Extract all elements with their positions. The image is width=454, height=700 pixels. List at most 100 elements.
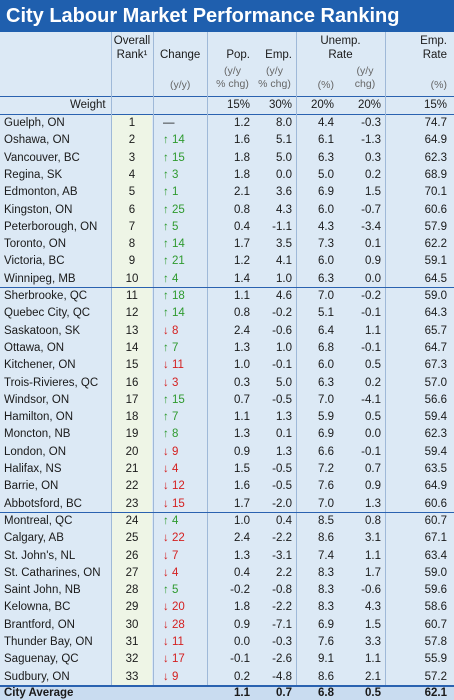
emp-rate: 59.0 (424, 290, 447, 303)
average-value: 0.7 (276, 687, 292, 699)
weight-value: 20% (310, 99, 334, 111)
emp-rate: 74.7 (424, 117, 447, 129)
emp-rate: 60.7 (424, 514, 447, 527)
emp-rate: 65.7 (424, 324, 447, 337)
emp-rate: 64.7 (424, 341, 447, 354)
change: ↓ 12 (163, 480, 185, 493)
pop: 1.8 (234, 601, 250, 614)
city: Sherbrooke, QC (4, 290, 88, 303)
emp: -0.5 (272, 393, 292, 406)
unemp-rate: 6.8 (318, 341, 334, 354)
rank: 7 (128, 220, 136, 233)
pop: 2.4 (234, 532, 250, 545)
city: Trois-Rivieres, QC (4, 376, 99, 389)
city: Oshawa, ON (4, 134, 70, 147)
unemp-rate: 8.3 (318, 601, 334, 614)
unemp-change: -1.3 (361, 134, 381, 147)
emp: -7.1 (272, 618, 292, 631)
change: ↑ 4 (163, 272, 179, 285)
header-unit: (y/y (224, 65, 241, 77)
city: Ottawa, ON (4, 341, 65, 354)
pop: -0.1 (230, 653, 250, 666)
column-divider (153, 32, 154, 685)
unemp-rate: 5.9 (318, 411, 334, 424)
weight-value: 30% (268, 99, 292, 111)
change: ↓ 4 (163, 566, 179, 579)
unemp-change: 1.1 (365, 549, 381, 562)
unemp-rate: 7.0 (318, 497, 334, 510)
rank: 31 (125, 636, 139, 649)
header-unit: (y/y (266, 65, 283, 77)
change: — (163, 117, 175, 129)
unemp-change: 0.2 (365, 168, 381, 181)
unemp-rate: 7.4 (318, 549, 334, 562)
emp-rate: 56.6 (424, 393, 447, 406)
emp-rate: 59.4 (424, 411, 447, 424)
unemp-rate: 7.2 (318, 463, 334, 476)
city: Calgary, AB (4, 532, 64, 545)
emp-rate: 59.6 (424, 584, 447, 597)
rank: 16 (125, 376, 139, 389)
weight-value: 15% (423, 99, 447, 111)
emp: 3.6 (276, 186, 292, 199)
city: St. Catharines, ON (4, 566, 101, 579)
emp: 5.1 (276, 134, 292, 147)
emp: 0.0 (276, 168, 292, 181)
unemp-rate: 6.9 (318, 186, 334, 199)
emp-rate: 70.1 (424, 186, 447, 199)
emp: -3.1 (272, 549, 292, 562)
emp-rate: 57.0 (424, 376, 447, 389)
weight-label: Weight (70, 99, 106, 111)
rank: 28 (125, 584, 139, 597)
header-unit: (y/y (356, 65, 374, 77)
unemp-rate: 4.3 (318, 220, 334, 233)
rule (0, 114, 454, 115)
unemp-change: -0.1 (361, 307, 381, 320)
unemp-change: 1.1 (365, 653, 381, 666)
pop: -0.2 (230, 584, 250, 597)
title-bar: City Labour Market Performance Ranking (0, 0, 454, 32)
rank: 6 (128, 203, 136, 216)
pop: 1.1 (234, 290, 250, 303)
header: Pop. (226, 49, 250, 61)
change: ↑ 18 (163, 290, 185, 303)
emp: 8.0 (276, 117, 292, 129)
rank: 25 (125, 532, 139, 545)
header-unit: (%) (317, 79, 334, 91)
weight-value: 15% (226, 99, 250, 111)
pop: 1.4 (234, 272, 250, 285)
header: Change (160, 49, 201, 61)
emp: -1.1 (272, 220, 292, 233)
average-value: 1.1 (234, 687, 250, 699)
city: Montreal, QC (4, 514, 73, 527)
unemp-rate: 6.9 (318, 428, 334, 441)
city: Sudbury, ON (4, 670, 70, 683)
city: Kitchener, ON (4, 359, 76, 372)
emp-rate: 59.1 (424, 255, 447, 268)
rank: 8 (128, 238, 136, 251)
pop: 0.2 (234, 670, 250, 683)
rank: 18 (125, 411, 139, 424)
city: Winnipeg, MB (4, 272, 76, 285)
city: Kingston, ON (4, 203, 73, 216)
city: Toronto, ON (4, 238, 66, 251)
emp: -0.5 (272, 463, 292, 476)
emp: -0.3 (272, 636, 292, 649)
emp: -4.8 (272, 670, 292, 683)
unemp-change: 4.3 (365, 601, 381, 614)
unemp-change: -0.3 (361, 117, 381, 129)
column-divider (296, 32, 297, 685)
group-rule (0, 511, 454, 513)
header: Rate (328, 49, 353, 61)
unemp-change: 0.8 (365, 514, 381, 527)
unemp-change: 0.2 (365, 376, 381, 389)
emp: -0.2 (272, 307, 292, 320)
emp: -2.0 (272, 497, 292, 510)
unemp-rate: 7.3 (318, 238, 334, 251)
pop: 1.2 (234, 255, 250, 268)
change: ↓ 9 (163, 445, 179, 458)
header: Rate (422, 49, 447, 61)
change: ↑ 7 (163, 341, 179, 354)
emp: 1.3 (276, 445, 292, 458)
